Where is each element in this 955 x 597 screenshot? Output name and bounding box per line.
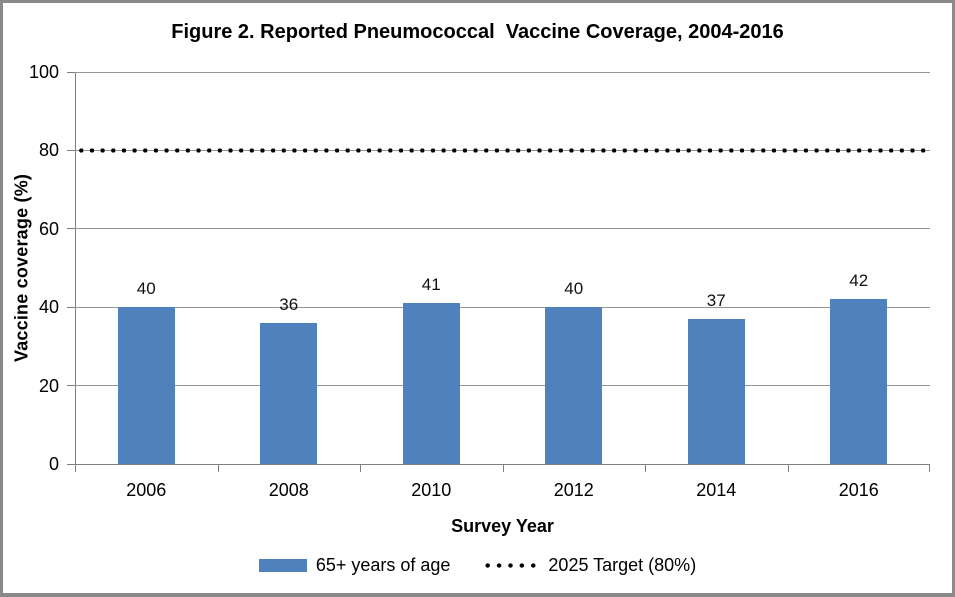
bar-value-label-2008: 36 [279,294,299,314]
x-axis-tick-4 [645,465,646,472]
chart-title: Figure 2. Reported Pneumococcal Vaccine … [171,21,784,43]
y-tick-label-80: 80 [38,140,59,161]
y-axis-title: Vaccine coverage (%) [11,173,32,363]
x-axis-tick-2 [360,465,361,472]
bar-value-label-2010: 41 [421,275,441,295]
y-axis-tick-40 [67,306,75,308]
gridline-40 [75,306,930,308]
gridline-60 [75,228,930,230]
x-tick-label-2014: 2014 [696,480,737,500]
y-axis-line [75,72,76,465]
bar-value-label-2014: 37 [706,290,726,310]
bar-value-label-2006: 40 [136,279,156,299]
y-axis-tick-0 [67,463,75,465]
y-axis-tick-100 [67,71,75,73]
y-tick-label-20: 20 [38,375,59,396]
y-tick-label-100: 100 [28,62,59,82]
legend: 65+ years of age 2025 Target (80%) [3,552,952,578]
legend-item-series: 65+ years of age [258,554,451,576]
y-tick-label-0: 0 [48,454,59,474]
x-axis-tick-0 [75,465,76,472]
x-tick-label-2010: 2010 [411,480,452,500]
y-tick-label-40: 40 [38,297,59,318]
dotted-line-swatch-icon [482,562,540,568]
bar-2010 [402,303,460,464]
x-tick-label-2012: 2012 [553,480,594,500]
y-axis-tick-80 [67,149,75,151]
bar-series-swatch-icon [258,558,307,572]
bar-2006 [117,307,175,464]
x-axis-tick-5 [787,465,789,472]
legend-series-label: 65+ years of age [315,554,451,575]
x-tick-label-2006: 2006 [126,480,167,500]
x-axis-title: Survey Year [451,516,554,536]
legend-target-label: 2025 Target (80%) [548,554,697,575]
bar-2012 [545,307,603,464]
x-axis-tick-1 [217,465,219,472]
gridline-20 [75,385,930,387]
bar-value-label-2012: 40 [564,279,584,299]
bar-2008 [260,322,318,464]
bar-value-label-2016: 42 [849,271,869,291]
target-line [76,147,930,153]
x-axis-tick-3 [502,465,504,472]
legend-item-target: 2025 Target (80%) [482,555,696,576]
x-tick-label-2016: 2016 [838,480,879,500]
x-axis-tick-6 [929,465,930,472]
bar-2014 [687,318,745,464]
y-tick-label-60: 60 [38,218,59,239]
bar-2016 [830,299,888,464]
y-axis-tick-20 [67,385,75,387]
y-axis-tick-60 [67,228,75,230]
x-tick-label-2008: 2008 [268,480,309,500]
x-axis-line [67,464,930,465]
gridline-100 [75,71,930,73]
plot-area: 0 20 40 60 80 100 40 2006 36 2008 41 2010 40 2012 37 20… [29,62,930,500]
